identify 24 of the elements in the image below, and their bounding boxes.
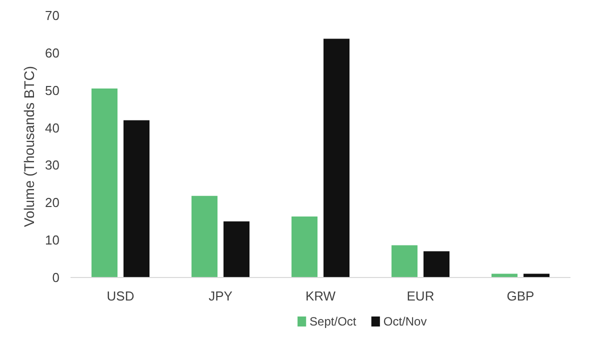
y-tick-label: 60 [45,45,60,60]
x-tick-label: EUR [406,288,434,304]
x-tick-label: USD [106,288,134,304]
y-tick-label: 20 [45,195,60,210]
bar [392,245,418,278]
legend-label: Oct/Nov [383,314,427,328]
legend-label: Sept/Oct [310,314,357,328]
bar [224,221,250,278]
y-tick-label: 0 [52,270,60,285]
bar [292,216,318,278]
x-tick-label: KRW [305,288,336,304]
bar [92,88,118,278]
bar [124,120,150,278]
bar [424,251,450,278]
x-tick-label: JPY [208,288,233,304]
bar [192,196,218,278]
y-tick-label: 70 [45,8,60,23]
x-tick-label: GBP [506,288,534,304]
y-tick-label: 10 [45,232,60,248]
y-axis-title: Volume (Thousands BTC) [21,66,38,228]
y-tick-label: 50 [45,82,60,98]
y-tick-label: 30 [45,158,60,173]
bar [324,38,350,278]
y-tick-label: 40 [45,120,60,136]
